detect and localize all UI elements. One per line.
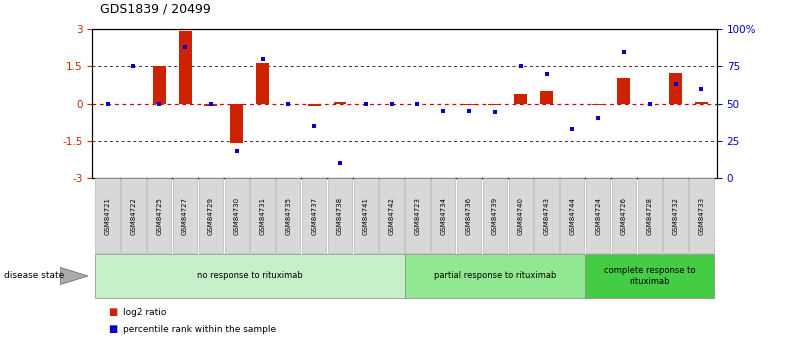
Text: GSM84732: GSM84732	[673, 197, 678, 235]
FancyBboxPatch shape	[147, 178, 171, 253]
Text: GSM84730: GSM84730	[234, 197, 239, 235]
Text: GSM84744: GSM84744	[570, 197, 575, 235]
FancyBboxPatch shape	[612, 178, 636, 253]
Text: no response to rituximab: no response to rituximab	[197, 272, 303, 280]
Text: GSM84724: GSM84724	[595, 197, 601, 235]
Bar	[489, 104, 501, 106]
FancyBboxPatch shape	[405, 178, 429, 253]
Text: GSM84742: GSM84742	[388, 197, 395, 235]
Bar	[618, 78, 630, 104]
FancyBboxPatch shape	[586, 255, 714, 297]
Bar	[540, 91, 553, 103]
FancyBboxPatch shape	[121, 178, 146, 253]
Text: GSM84737: GSM84737	[311, 197, 317, 235]
FancyBboxPatch shape	[224, 178, 249, 253]
Bar	[695, 102, 708, 103]
Text: percentile rank within the sample: percentile rank within the sample	[123, 325, 276, 334]
FancyBboxPatch shape	[328, 178, 352, 253]
Text: GSM84743: GSM84743	[544, 197, 549, 235]
Bar	[204, 104, 217, 107]
FancyBboxPatch shape	[199, 178, 223, 253]
Text: GSM84729: GSM84729	[208, 197, 214, 235]
FancyBboxPatch shape	[173, 178, 197, 253]
FancyBboxPatch shape	[354, 178, 378, 253]
FancyBboxPatch shape	[690, 178, 714, 253]
Text: GSM84722: GSM84722	[131, 197, 136, 235]
Bar	[230, 104, 244, 142]
FancyBboxPatch shape	[534, 178, 558, 253]
Text: GSM84725: GSM84725	[156, 197, 163, 235]
Text: ■: ■	[108, 325, 118, 334]
Bar	[669, 73, 682, 104]
Text: GSM84738: GSM84738	[337, 197, 343, 235]
FancyBboxPatch shape	[638, 178, 662, 253]
Text: GSM84727: GSM84727	[182, 197, 188, 235]
Bar	[153, 66, 166, 104]
FancyBboxPatch shape	[560, 178, 585, 253]
Text: GSM84721: GSM84721	[105, 197, 111, 235]
FancyBboxPatch shape	[483, 178, 507, 253]
Text: GSM84728: GSM84728	[646, 197, 653, 235]
Text: partial response to rituximab: partial response to rituximab	[433, 272, 556, 280]
Bar	[308, 104, 320, 107]
FancyBboxPatch shape	[276, 178, 300, 253]
Text: GSM84723: GSM84723	[414, 197, 421, 235]
FancyBboxPatch shape	[95, 255, 405, 297]
Bar	[463, 104, 476, 106]
Text: GSM84726: GSM84726	[621, 197, 627, 235]
Text: GSM84740: GSM84740	[517, 197, 524, 235]
Text: GSM84734: GSM84734	[441, 197, 446, 235]
Text: ■: ■	[108, 307, 118, 317]
Bar	[592, 104, 605, 105]
FancyBboxPatch shape	[663, 178, 688, 253]
Bar	[333, 102, 346, 103]
FancyBboxPatch shape	[302, 178, 326, 253]
FancyBboxPatch shape	[380, 178, 404, 253]
Bar	[179, 31, 191, 104]
FancyBboxPatch shape	[431, 178, 455, 253]
Text: log2 ratio: log2 ratio	[123, 308, 166, 317]
Text: disease state: disease state	[4, 272, 64, 280]
FancyBboxPatch shape	[95, 178, 119, 253]
Text: GDS1839 / 20499: GDS1839 / 20499	[100, 2, 211, 16]
Text: GSM84733: GSM84733	[698, 197, 704, 235]
FancyBboxPatch shape	[251, 178, 275, 253]
Text: GSM84735: GSM84735	[285, 197, 292, 235]
Text: GSM84736: GSM84736	[466, 197, 472, 235]
FancyBboxPatch shape	[405, 255, 586, 297]
Text: GSM84741: GSM84741	[363, 197, 368, 235]
FancyBboxPatch shape	[509, 178, 533, 253]
Text: GSM84731: GSM84731	[260, 197, 265, 235]
FancyBboxPatch shape	[586, 178, 610, 253]
Bar	[256, 63, 269, 104]
Text: complete response to
rituximab: complete response to rituximab	[604, 266, 695, 286]
Bar	[514, 94, 527, 103]
Polygon shape	[60, 267, 88, 285]
FancyBboxPatch shape	[457, 178, 481, 253]
Text: GSM84739: GSM84739	[492, 197, 498, 235]
